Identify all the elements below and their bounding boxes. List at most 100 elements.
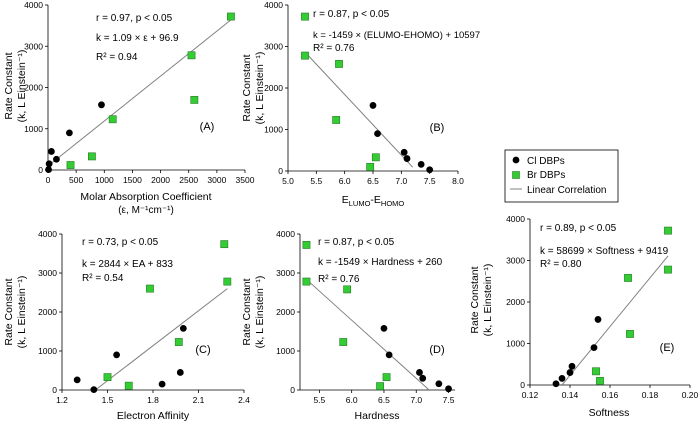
panel-a-ytick-label: 1000 — [24, 124, 43, 134]
panel-d-point-cl — [416, 369, 423, 376]
panel-a-ylabel-line2: (k, L Einstein⁻¹) — [16, 50, 28, 123]
panel-b-xtick-label: 6.0 — [339, 176, 351, 186]
panel-c-point-cl — [176, 369, 184, 376]
panel-a-point-cl — [65, 129, 73, 137]
panel-d-annot-r: r = 0.87, p < 0.05 — [318, 237, 395, 248]
panel-e-ytick-label: 4000 — [506, 214, 525, 224]
panel-d-point-br — [376, 382, 384, 390]
panel-c-xtick-label: 1.8 — [147, 395, 159, 405]
panel-d-ytick-label: 0 — [290, 385, 295, 395]
panel-d-xtick-label: 5.5 — [313, 395, 325, 405]
panel-b-ytick-label: 2000 — [264, 83, 283, 93]
panel-a-fit-line — [47, 19, 232, 167]
panel-e-annot-r: r = 0.89, p < 0.05 — [540, 223, 617, 234]
panel-d-point-cl — [385, 351, 393, 359]
panel-c-point-cl — [73, 376, 81, 384]
panel-b-xlabel-mid: -E — [370, 194, 381, 206]
panel-b-ylabel-line1: Rate Constant — [241, 54, 253, 121]
panel-b-ytick-label: 4000 — [264, 0, 283, 10]
legend-marker-br — [512, 171, 520, 179]
panel-c-point-cl — [179, 324, 187, 332]
panel-a-xtick-label: 3500 — [236, 175, 255, 185]
panel-b-point-cl — [369, 102, 377, 109]
panel-d-point-br — [302, 277, 311, 286]
panel-d-point-cl — [445, 385, 452, 393]
panel-b-annot-r: r = 0.87, p < 0.05 — [313, 9, 390, 20]
panel-a-xlabel: Molar Absorption Coefficient — [80, 191, 211, 203]
panel-a-annot-r2: R² = 0.94 — [96, 52, 138, 63]
panel-d-point-br — [339, 338, 348, 346]
panel-d-ytick-label: 2000 — [276, 307, 295, 317]
panel-e-point-cl — [594, 316, 602, 323]
panel-b-point-br — [335, 60, 343, 68]
panel-d-ytick-label: 4000 — [276, 229, 295, 239]
panel-b-ylabel: Rate Constant (k, L Einstein⁻¹) — [241, 52, 266, 125]
panel-e-point-cl — [566, 369, 574, 376]
panel-b-points — [301, 12, 434, 174]
panel-d-point-cl — [419, 374, 427, 382]
panel-e-xtick-label: 0.16 — [602, 390, 619, 400]
panel-d-xtick-label: 6.5 — [378, 395, 390, 405]
panel-a-point-br — [66, 161, 75, 169]
panel-c-point-br — [220, 240, 229, 249]
panel-a-xtick-label: 500 — [69, 175, 83, 185]
panel-b-point-cl — [400, 148, 408, 156]
panel-b-label: (B) — [430, 122, 445, 134]
panel-d-ylabel-line2: (k, L Einstein⁻¹) — [254, 276, 266, 349]
panel-b-point-br — [301, 12, 309, 21]
panel-b-point-cl — [417, 160, 425, 168]
panel-c-ylabel-line2: (k, L Einstein⁻¹) — [16, 276, 28, 349]
panel-c-xtick-label: 2.4 — [238, 395, 250, 405]
panel-c-ylabel-line1: Rate Constant — [3, 278, 15, 345]
panel-c-point-cl — [90, 386, 98, 394]
panel-c-fit-line — [95, 288, 228, 391]
panel-a-point-cl — [47, 148, 55, 155]
panel-a-xtick-label: 1500 — [123, 175, 142, 185]
panel-b-annot-r2: R² = 0.76 — [313, 43, 355, 54]
panel-b-point-br — [366, 162, 375, 171]
legend: Cl DBPs Br DBPs Linear Correlation — [504, 149, 619, 203]
panel-e: Rate Constant (k, L Einstein⁻¹) 0.12 0.14… — [469, 214, 699, 419]
panel-e-point-br — [664, 265, 672, 274]
panel-d-ytick-label: 1000 — [276, 346, 295, 356]
panel-a-point-cl — [45, 166, 52, 173]
panel-e-ytick-label: 3000 — [506, 256, 525, 266]
panel-a-ticks: 0 500 1000 1500 2000 2500 3000 3500 0 1000 2000 300… — [24, 0, 255, 185]
panel-c-annot-r: r = 0.73, p < 0.05 — [82, 237, 159, 248]
panel-c-point-br — [103, 373, 112, 382]
panel-a-label: (A) — [200, 121, 215, 133]
panel-b-point-cl — [426, 166, 434, 174]
panel-c-point-br — [146, 284, 154, 293]
panel-d-ylabel-line1: Rate Constant — [241, 278, 253, 345]
panel-c-ytick-label: 3000 — [38, 268, 57, 278]
panel-b-point-cl — [403, 155, 411, 162]
legend-marker-cl — [512, 156, 520, 164]
panel-b-xtick-label: 6.5 — [367, 176, 379, 186]
panel-e-annot-r2: R² = 0.80 — [540, 259, 582, 270]
panel-b-xlabel-sub1: LUMO — [349, 199, 371, 208]
panel-e-point-cl — [568, 362, 576, 370]
panel-b: Rate Constant (k, L Einstein⁻¹) 5.0 5.5 6.… — [241, 0, 480, 208]
panel-e-ytick-label: 2000 — [506, 297, 525, 307]
panel-e-point-br — [626, 330, 634, 338]
panel-d-point-br — [382, 373, 391, 382]
panel-d-point-br — [302, 241, 311, 249]
panel-d-xtick-label: 7.5 — [443, 395, 455, 405]
panel-a-xtick-label: 2000 — [151, 175, 170, 185]
panel-a-point-br — [88, 152, 96, 161]
panel-d-xlabel: Hardness — [355, 410, 400, 421]
panel-e-ticks: 0.12 0.14 0.16 0.18 0.20 0 1000 2000 3000 4000 — [506, 214, 698, 400]
panel-a-xtick-label: 3000 — [207, 175, 226, 185]
panel-c-annot-r2: R² = 0.54 — [82, 273, 124, 284]
legend-frame — [504, 149, 619, 203]
panel-b-xtick-label: 5.0 — [282, 176, 294, 186]
panel-d-annot-r2: R² = 0.76 — [318, 274, 360, 285]
panel-d: Rate Constant (k, L Einstein⁻¹) 5.5 6.0 6.… — [241, 229, 455, 422]
panel-c-ytick-label: 1000 — [38, 346, 57, 356]
panel-c-xtick-label: 2.1 — [193, 395, 205, 405]
panel-b-point-br — [301, 51, 309, 60]
panel-a-xtick-label: 0 — [46, 175, 51, 185]
panel-e-xtick-label: 0.12 — [522, 390, 539, 400]
panel-a-ytick-label: 3000 — [24, 41, 43, 51]
